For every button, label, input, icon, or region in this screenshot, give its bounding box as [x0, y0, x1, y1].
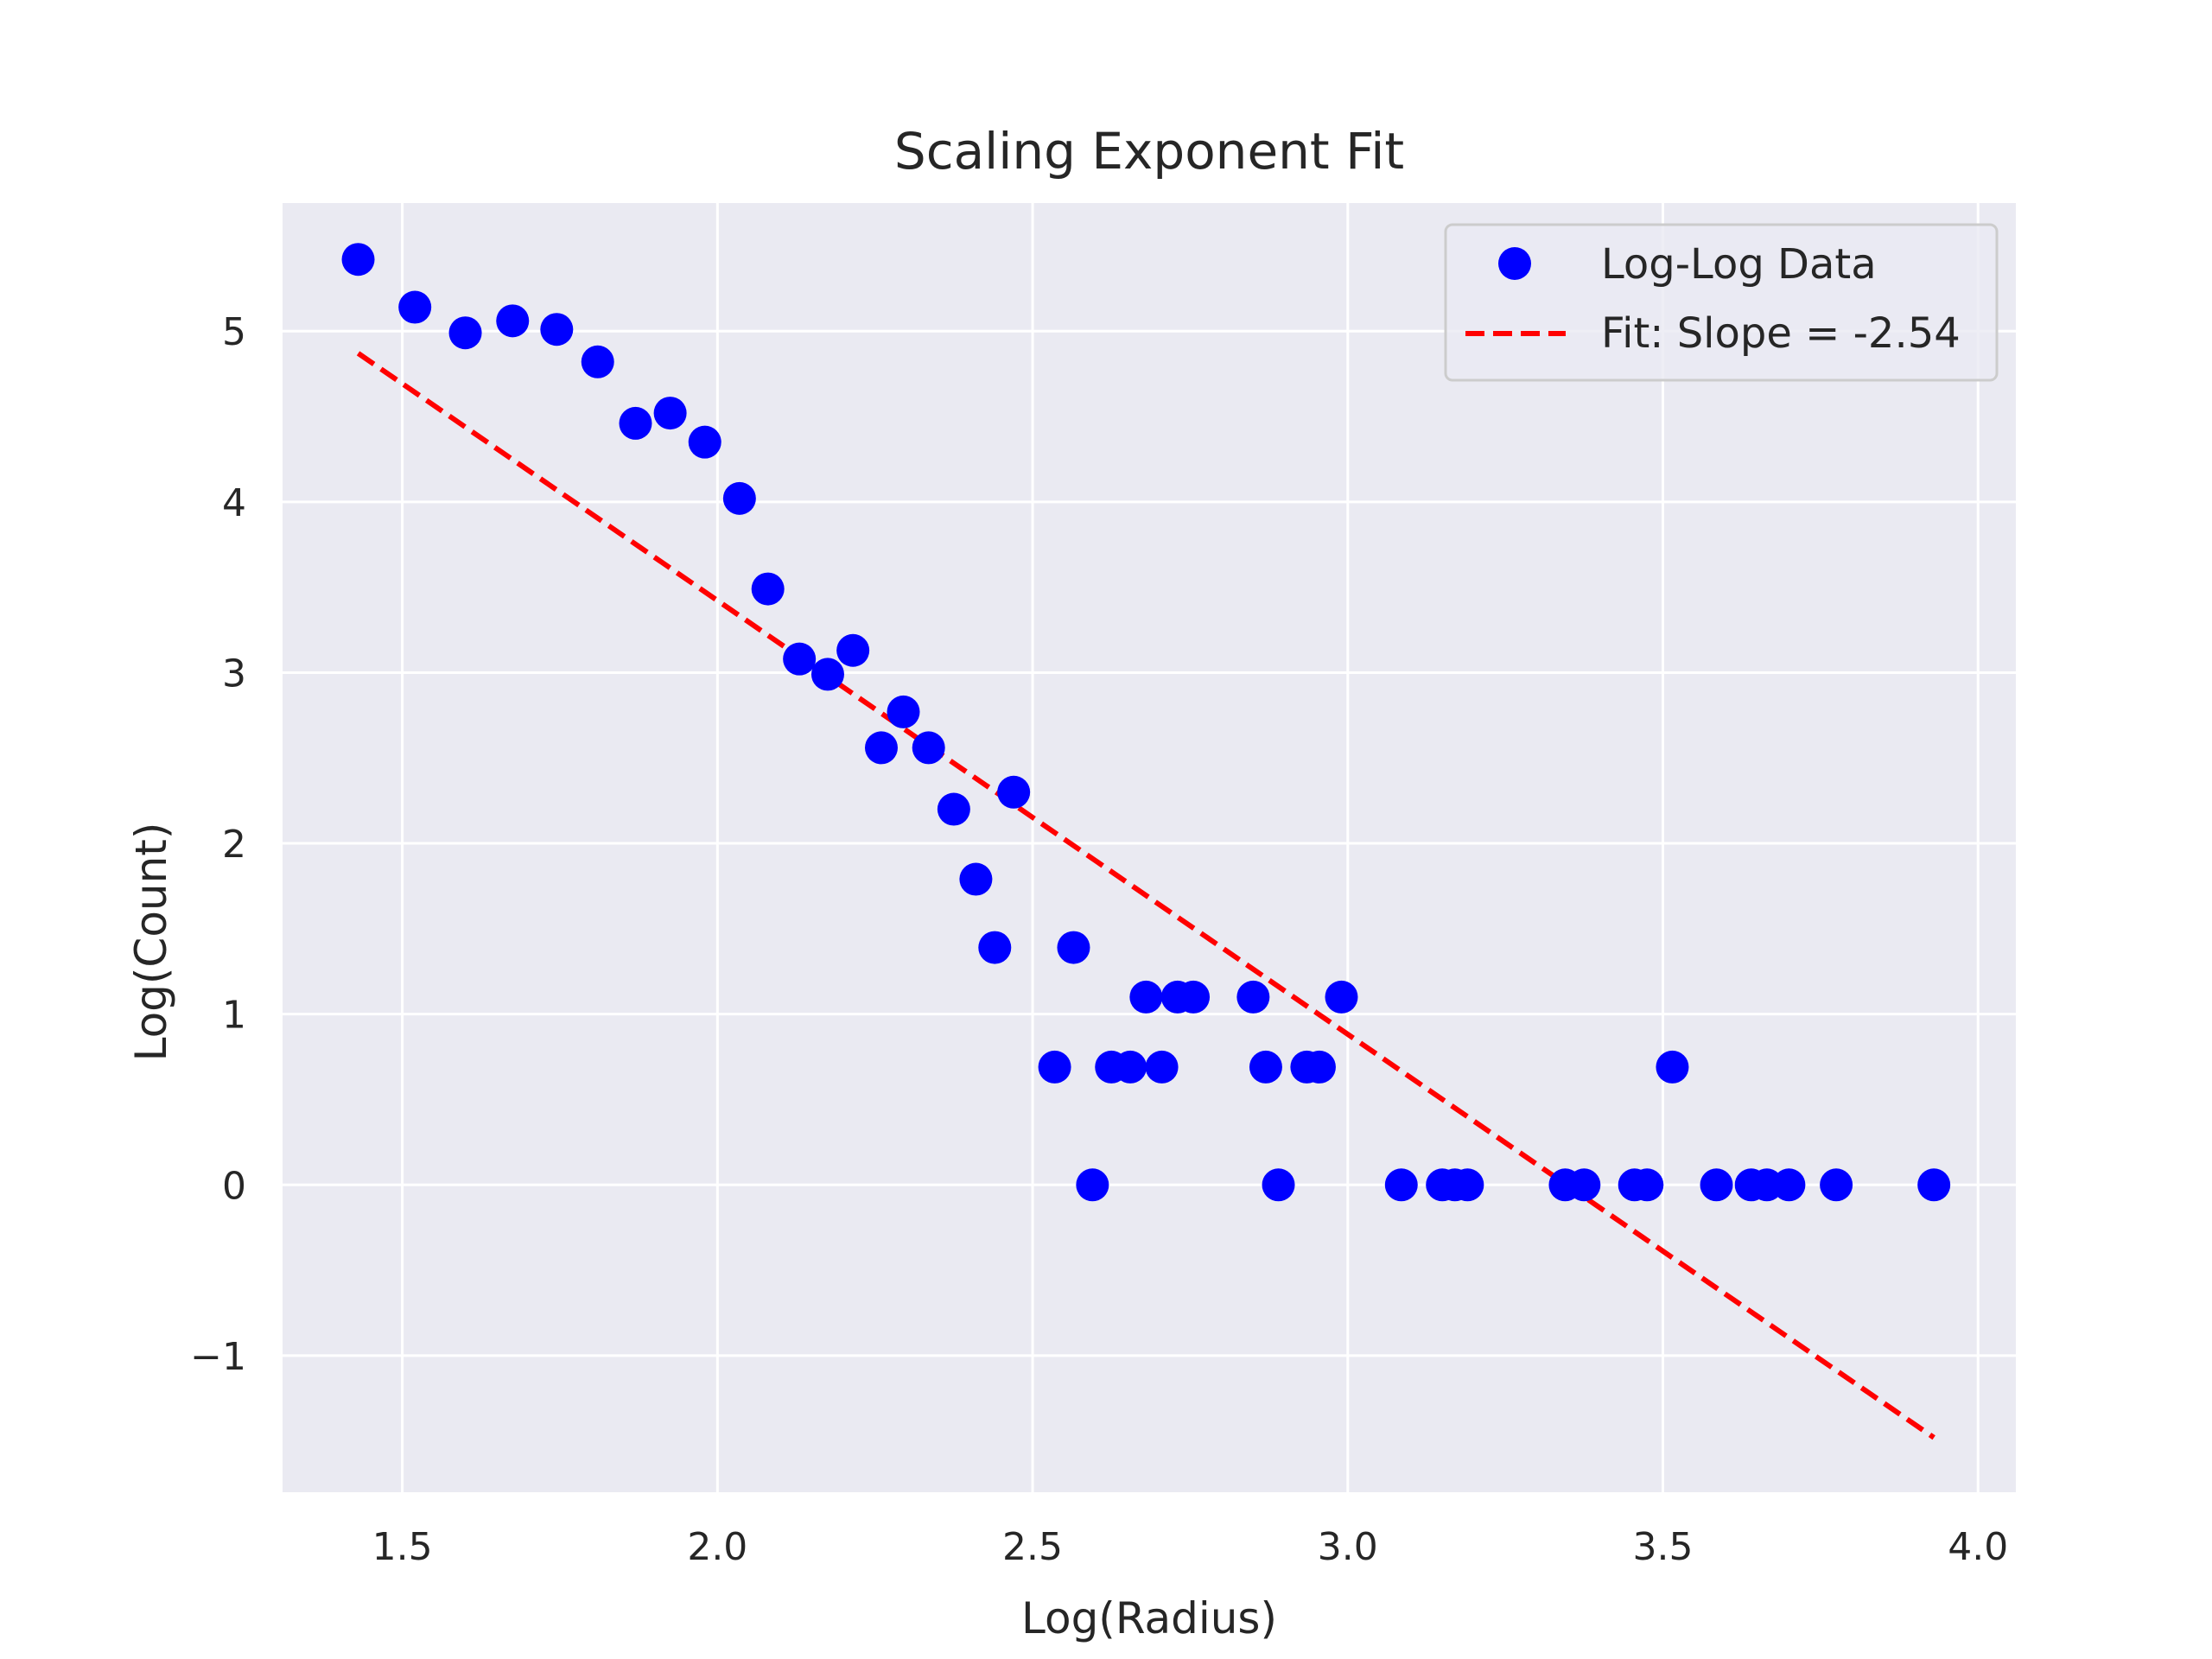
data-point [937, 792, 970, 826]
data-point [836, 633, 870, 667]
data-point [978, 931, 1012, 964]
data-point [540, 313, 574, 346]
y-axis-label: Log(Count) [126, 823, 176, 1062]
y-tick-label: 4 [222, 481, 246, 525]
plot-area [283, 203, 2016, 1492]
data-point [653, 397, 687, 430]
data-point [1076, 1168, 1109, 1202]
data-point [1325, 980, 1358, 1014]
x-tick-label: 1.5 [372, 1525, 433, 1569]
data-point [1656, 1050, 1689, 1084]
x-tick-label: 3.0 [1318, 1525, 1378, 1569]
y-tick-label: 1 [222, 994, 246, 1038]
data-point [448, 316, 482, 350]
data-point [864, 731, 898, 765]
y-tick-label: 3 [222, 652, 246, 696]
x-axis-label: Log(Radius) [1021, 1593, 1277, 1643]
data-point [1038, 1050, 1071, 1084]
data-point [398, 290, 432, 324]
data-points [341, 243, 1951, 1202]
data-point [959, 862, 993, 896]
data-point [783, 642, 817, 676]
data-point [1567, 1168, 1601, 1202]
data-point [1145, 1050, 1179, 1084]
data-point [496, 304, 530, 338]
data-point [1302, 1050, 1336, 1084]
data-point [1917, 1168, 1951, 1202]
data-point [887, 695, 920, 728]
data-point [1249, 1050, 1282, 1084]
fit-line [356, 351, 1936, 1440]
data-point [1772, 1168, 1806, 1202]
data-point [1820, 1168, 1853, 1202]
y-tick-label: 0 [222, 1164, 246, 1208]
chart-title: Scaling Exponent Fit [894, 122, 1404, 181]
data-point [997, 775, 1031, 809]
data-point [1262, 1168, 1295, 1202]
data-point [581, 345, 614, 378]
data-point [1129, 980, 1163, 1014]
data-point [1236, 980, 1270, 1014]
data-point [1384, 1168, 1418, 1202]
data-point [619, 406, 652, 440]
data-point [1451, 1168, 1484, 1202]
data-point [1177, 980, 1211, 1014]
y-tick-label: 5 [222, 310, 246, 354]
legend-marker-data [1498, 247, 1531, 280]
data-point [1057, 931, 1090, 964]
legend: Log-Log Data Fit: Slope = -2.54 [1444, 223, 1999, 382]
data-point [688, 425, 721, 459]
legend-label-data: Log-Log Data [1601, 240, 1877, 289]
data-point [341, 243, 375, 276]
legend-label-fit: Fit: Slope = -2.54 [1601, 309, 1961, 358]
x-tick-labels: 1.5 2.0 2.5 3.0 3.5 4.0 [372, 1525, 2009, 1569]
x-tick-label: 3.5 [1633, 1525, 1694, 1569]
data-point [912, 731, 945, 765]
data-point [810, 658, 844, 691]
grid-lines [283, 203, 2016, 1492]
fit-line-layer [356, 351, 1936, 1440]
data-point [751, 572, 785, 606]
x-tick-label: 2.0 [687, 1525, 747, 1569]
data-point [1630, 1168, 1664, 1202]
y-tick-label: 2 [222, 823, 246, 867]
data-point [1700, 1168, 1733, 1202]
data-point [1114, 1050, 1147, 1084]
legend-box [1444, 223, 1999, 382]
data-point [722, 481, 756, 515]
x-tick-label: 4.0 [1948, 1525, 2008, 1569]
x-tick-label: 2.5 [1002, 1525, 1063, 1569]
y-tick-label: −1 [190, 1335, 246, 1379]
y-tick-labels: −1 0 1 2 3 4 5 [190, 310, 246, 1379]
